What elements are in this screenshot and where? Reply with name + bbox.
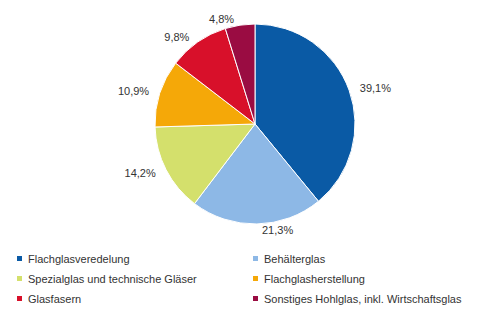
svg-text:Sonstiges Hohlglas, inkl. Wirt: Sonstiges Hohlglas, inkl. Wirtschaftsgla… bbox=[264, 293, 462, 305]
svg-text:Glasfasern: Glasfasern bbox=[28, 293, 81, 305]
svg-text:9,8%: 9,8% bbox=[164, 31, 189, 43]
svg-text:Behälterglas: Behälterglas bbox=[264, 253, 326, 265]
svg-text:Spezialglas und technische Glä: Spezialglas und technische Gläser bbox=[28, 273, 197, 285]
svg-text:14,2%: 14,2% bbox=[125, 167, 156, 179]
svg-text:Flachglasveredelung: Flachglasveredelung bbox=[28, 253, 130, 265]
svg-text:Flachglasherstellung: Flachglasherstellung bbox=[264, 273, 365, 285]
svg-text:21,3%: 21,3% bbox=[262, 224, 293, 236]
svg-text:4,8%: 4,8% bbox=[209, 13, 234, 25]
svg-text:10,9%: 10,9% bbox=[118, 85, 149, 97]
svg-text:39,1%: 39,1% bbox=[360, 82, 391, 94]
